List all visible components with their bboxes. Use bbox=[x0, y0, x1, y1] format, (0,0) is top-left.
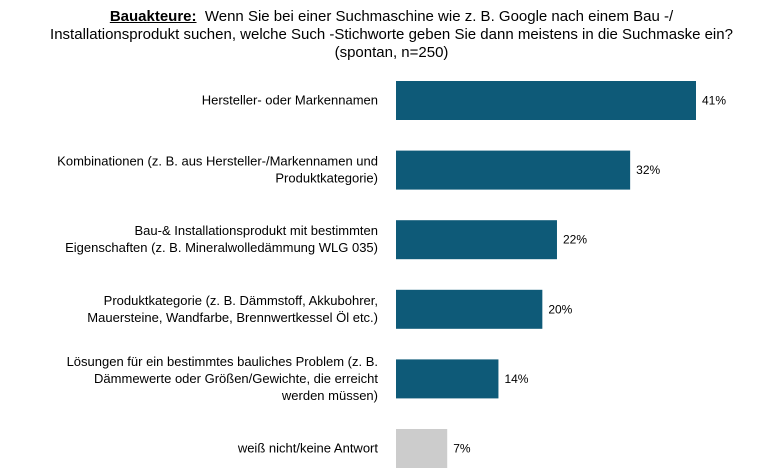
bar-2 bbox=[396, 150, 631, 190]
category-label-2: Kombinationen (z. B. aus Hersteller-/Mar… bbox=[57, 154, 378, 186]
chart-title: Bauakteure: Wenn Sie bei einer Suchmasch… bbox=[0, 8, 783, 62]
category-label-4: Produktkategorie (z. B. Dämmstoff, Akkub… bbox=[87, 293, 378, 325]
category-label-5: Lösungen für ein bestimmtes bauliches Pr… bbox=[67, 354, 379, 403]
category-label-5-line-1: Lösungen für ein bestimmtes bauliches Pr… bbox=[67, 354, 378, 369]
category-label-4-line-2: Mauersteine, Wandfarbe, Brennwertkessel … bbox=[87, 310, 378, 325]
category-label-1: Hersteller- oder Markennamen bbox=[202, 93, 378, 108]
value-label-5: 14% bbox=[504, 372, 528, 386]
value-label-4: 20% bbox=[548, 302, 572, 316]
category-label-6-line-1: weiß nicht/keine Antwort bbox=[237, 441, 379, 456]
value-label-1: 41% bbox=[702, 94, 726, 108]
title-question-part-1: Wenn Sie bei einer Suchmaschine wie z. B… bbox=[204, 8, 674, 25]
title-line-1: Bauakteure: Wenn Sie bei einer Suchmasch… bbox=[0, 8, 783, 26]
category-label-3: Bau-& Installationsprodukt mit bestimmte… bbox=[65, 223, 378, 255]
category-label-2-line-2: Produktkategorie) bbox=[275, 171, 378, 186]
category-label-5-line-3: werden müssen) bbox=[281, 388, 378, 403]
category-label-1-line-1: Hersteller- oder Markennamen bbox=[202, 93, 378, 108]
category-label-4-line-1: Produktkategorie (z. B. Dämmstoff, Akkub… bbox=[104, 293, 378, 308]
bar-5 bbox=[396, 359, 499, 399]
category-label-3-line-1: Bau-& Installationsprodukt mit bestimmte… bbox=[135, 223, 379, 238]
category-label-6: weiß nicht/keine Antwort bbox=[237, 441, 379, 456]
value-label-6: 7% bbox=[453, 442, 471, 456]
category-label-2-line-1: Kombinationen (z. B. aus Hersteller-/Mar… bbox=[57, 154, 378, 169]
bar-1 bbox=[396, 81, 696, 120]
title-line-2: Installationsprodukt suchen, welche Such… bbox=[50, 26, 733, 43]
bar-3 bbox=[396, 220, 557, 260]
bar-4 bbox=[396, 289, 543, 329]
title-line-3: (spontan, n=250) bbox=[334, 44, 449, 61]
value-label-2: 32% bbox=[636, 163, 660, 177]
title-lead: Bauakteure: bbox=[109, 8, 197, 25]
category-label-3-line-2: Eigenschaften (z. B. Mineralwolledämmung… bbox=[65, 240, 378, 255]
bar-6 bbox=[396, 429, 448, 468]
category-label-5-line-2: Dämmewerte oder Größen/Gewichte, die err… bbox=[94, 371, 378, 386]
value-label-3: 22% bbox=[563, 233, 587, 247]
